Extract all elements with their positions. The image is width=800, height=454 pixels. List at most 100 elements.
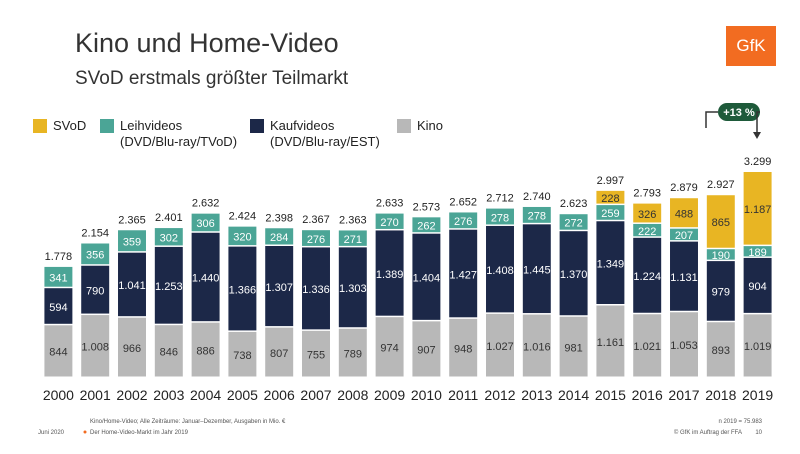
value-label: 488 (675, 208, 693, 220)
bar-segment (706, 249, 735, 260)
value-label: 907 (417, 345, 435, 357)
total-label: 2.632 (192, 198, 220, 210)
value-label: 356 (86, 250, 104, 262)
value-label: 904 (748, 281, 766, 293)
value-label: 1.408 (486, 265, 514, 277)
x-tick-label: 2013 (521, 387, 552, 403)
bar-segment (706, 261, 735, 321)
value-label: 262 (417, 221, 435, 233)
bar-segment (596, 190, 625, 204)
value-label: 1.427 (449, 269, 477, 281)
x-tick-label: 2002 (116, 387, 147, 403)
total-label: 2.154 (81, 227, 109, 239)
total-label: 2.398 (265, 212, 293, 224)
x-tick-label: 2006 (264, 387, 295, 403)
total-label: 1.778 (45, 251, 73, 263)
footnote: n 2019 = 75.983 (718, 419, 762, 425)
bar-segment (670, 198, 698, 228)
footnote: 10 (755, 430, 762, 436)
value-label: 276 (454, 216, 472, 228)
bar-segment (596, 221, 625, 305)
bar-segment (265, 327, 294, 377)
value-label: 1.008 (81, 342, 109, 354)
value-label: 276 (307, 234, 325, 246)
value-label: 302 (160, 233, 178, 245)
x-tick-label: 2000 (43, 387, 74, 403)
x-tick-label: 2012 (484, 387, 515, 403)
value-label: 966 (123, 343, 141, 355)
bar-segment (449, 229, 478, 318)
x-tick-label: 2016 (632, 387, 663, 403)
bar-segment (81, 265, 110, 314)
value-label: 981 (564, 342, 582, 354)
total-label: 2.365 (118, 214, 146, 226)
value-label: 189 (748, 247, 766, 259)
legend-swatch (250, 119, 264, 133)
bar-segment (154, 246, 183, 324)
footnote: Der Home-Video-Markt im Jahr 2019 (90, 430, 189, 436)
total-label: 2.712 (486, 193, 514, 205)
bar-segment (670, 241, 698, 311)
value-label: 320 (233, 232, 251, 244)
x-tick-label: 2008 (337, 387, 368, 403)
arrow-head (753, 132, 761, 139)
total-label: 2.363 (339, 214, 367, 226)
value-label: 1.187 (744, 204, 772, 216)
bar-segment (228, 331, 257, 377)
total-label: 2.793 (633, 188, 661, 200)
value-label: 222 (638, 226, 656, 238)
total-label: 2.652 (449, 196, 477, 208)
bar-segment (522, 314, 551, 377)
total-label: 2.367 (302, 214, 330, 226)
value-label: 893 (712, 345, 730, 357)
value-label: 1.131 (670, 272, 698, 284)
chart-subtitle: SVoD erstmals größter Teilmarkt (75, 68, 349, 89)
bar-segment (559, 316, 588, 377)
value-label: 271 (344, 234, 362, 246)
value-label: 974 (380, 343, 398, 355)
bar-segment (743, 246, 772, 257)
x-tick-label: 2004 (190, 387, 221, 403)
bar-segment (81, 243, 110, 265)
bar-segment (670, 228, 698, 241)
value-label: 1.021 (633, 341, 661, 353)
legend-swatch (100, 119, 114, 133)
legend-swatch (397, 119, 411, 133)
value-label: 1.016 (523, 341, 551, 353)
logo-box (726, 26, 776, 66)
value-label: 948 (454, 343, 472, 355)
bar-segment (486, 225, 514, 313)
legend-item: SVoD (33, 118, 93, 134)
value-label: 278 (491, 212, 509, 224)
value-label: 886 (196, 345, 214, 357)
value-label: 1.041 (118, 280, 146, 292)
value-label: 844 (49, 347, 67, 359)
value-label: 1.366 (229, 284, 257, 296)
bar-segment (486, 208, 514, 225)
bar-segment (706, 322, 735, 377)
total-label: 2.879 (670, 182, 698, 194)
bar-segment (191, 322, 220, 377)
value-label: 790 (86, 285, 104, 297)
bar-segment (154, 325, 183, 377)
bar-segment (596, 305, 625, 377)
bar-segment (302, 230, 330, 246)
bar-segment (559, 214, 588, 230)
bar-segment (118, 230, 146, 252)
total-label: 2.740 (523, 191, 551, 203)
bar-segment (338, 230, 367, 246)
x-tick-label: 2019 (742, 387, 773, 403)
total-label: 3.299 (744, 156, 772, 168)
value-label: 789 (344, 348, 362, 360)
bar-segment (338, 328, 367, 377)
x-tick-label: 2017 (668, 387, 699, 403)
bar-segment (338, 247, 367, 328)
value-label: 1.019 (744, 341, 772, 353)
legend-label: Kino (417, 118, 444, 133)
value-label: 1.224 (633, 271, 661, 283)
annotation: +13 % (723, 107, 755, 119)
x-tick-label: 2014 (558, 387, 589, 403)
bullet (83, 430, 87, 434)
